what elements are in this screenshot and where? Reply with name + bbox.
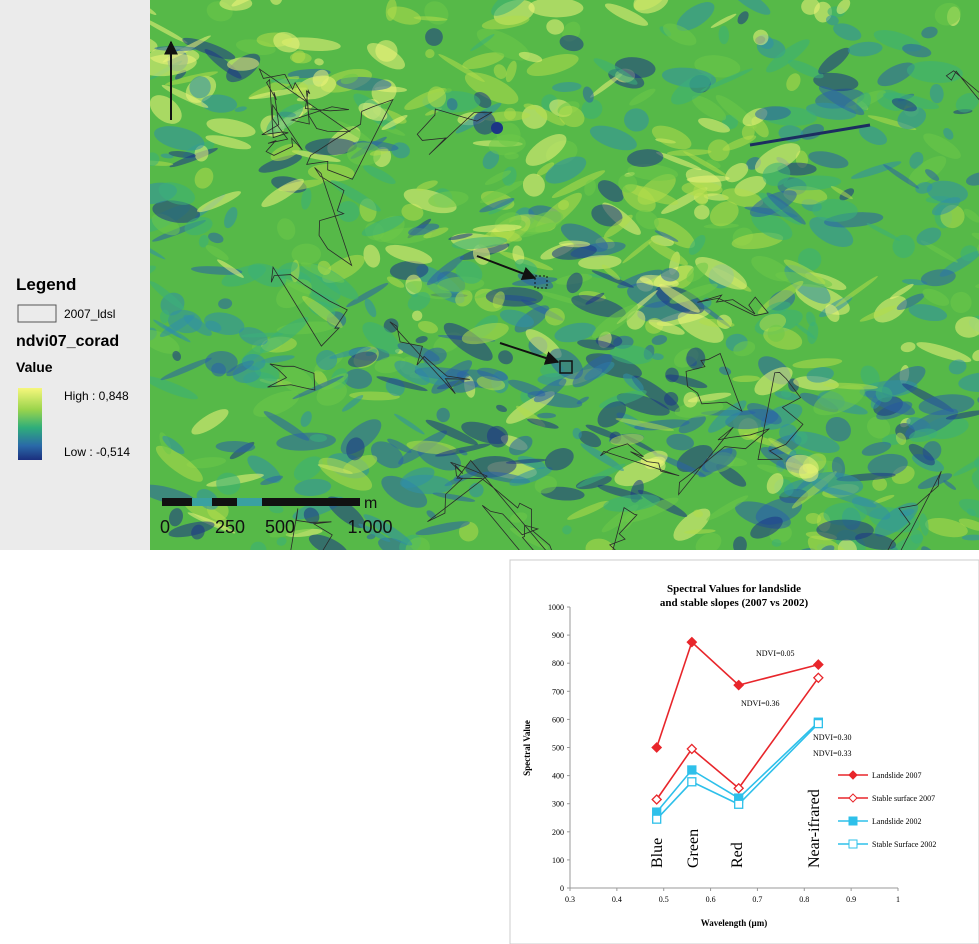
data-point [688,766,696,774]
scale-bar [162,498,192,506]
band-label: Green [685,829,702,868]
y-tick-label: 300 [552,800,564,809]
y-tick-label: 1000 [548,603,564,612]
legend-label: Landslide 2002 [872,817,922,826]
scale-unit: m [364,495,377,512]
color-ramp [18,388,42,460]
annotation: NDVI=0.05 [756,649,795,658]
legend-low: Low : -0,514 [64,445,130,459]
legend-marker [849,840,857,848]
y-tick-label: 0 [560,884,564,893]
chart-frame [510,560,979,944]
y-tick-label: 100 [552,856,564,865]
legend-label: Landslide 2007 [872,771,922,780]
data-point [688,778,696,786]
data-point [653,815,661,823]
x-tick-label: 0.6 [706,895,716,904]
y-tick-label: 600 [552,715,564,724]
annotation: NDVI=0.33 [813,749,852,758]
x-tick-label: 1 [896,895,900,904]
scale-bar [262,498,360,506]
legend-marker [849,817,857,825]
band-label: Near-ifrared [806,789,823,868]
legend-raster: ndvi07_corad [16,333,119,350]
chart-title: and stable slopes (2007 vs 2002) [660,597,809,609]
y-tick-label: 200 [552,828,564,837]
scale-label: 250 [215,517,245,537]
x-tick-label: 0.7 [752,895,762,904]
data-point [814,720,822,728]
x-tick-label: 0.3 [565,895,575,904]
x-tick-label: 0.5 [659,895,669,904]
x-tick-label: 0.4 [612,895,622,904]
y-tick-label: 700 [552,687,564,696]
y-tick-label: 900 [552,631,564,640]
data-point [735,800,743,808]
legend-field: Value [16,359,53,375]
annotation: NDVI=0.36 [741,699,780,708]
legend-label: Stable Surface 2002 [872,840,936,849]
chart-title: Spectral Values for landslide [667,583,801,595]
y-tick-label: 400 [552,772,564,781]
band-label: Red [729,842,746,868]
y-axis-label: Spectral Value [522,720,532,776]
x-tick-label: 0.8 [799,895,809,904]
scale-bar [192,498,212,506]
scale-label: 500 [265,517,295,537]
pond [491,122,503,134]
terrain-patch [537,413,556,419]
band-label: Blue [649,838,666,868]
y-tick-label: 800 [552,659,564,668]
scale-bar [212,498,237,506]
y-tick-label: 500 [552,744,564,753]
scale-bar [237,498,262,506]
page: Legend 2007_ldsl ndvi07_corad Value High… [0,0,979,944]
x-tick-label: 0.9 [846,895,856,904]
scale-label: 0 [160,517,170,537]
x-axis-label: Wavelength (µm) [701,918,767,928]
figure: Legend 2007_ldsl ndvi07_corad Value High… [0,0,979,944]
legend-title: Legend [16,275,76,294]
legend-layer: 2007_ldsl [64,307,115,321]
legend-label: Stable surface 2007 [872,794,935,803]
annotation: NDVI=0.30 [813,733,852,742]
legend-high: High : 0,848 [64,389,129,403]
terrain-patch [771,549,794,555]
scale-label: 1.000 [347,517,392,537]
